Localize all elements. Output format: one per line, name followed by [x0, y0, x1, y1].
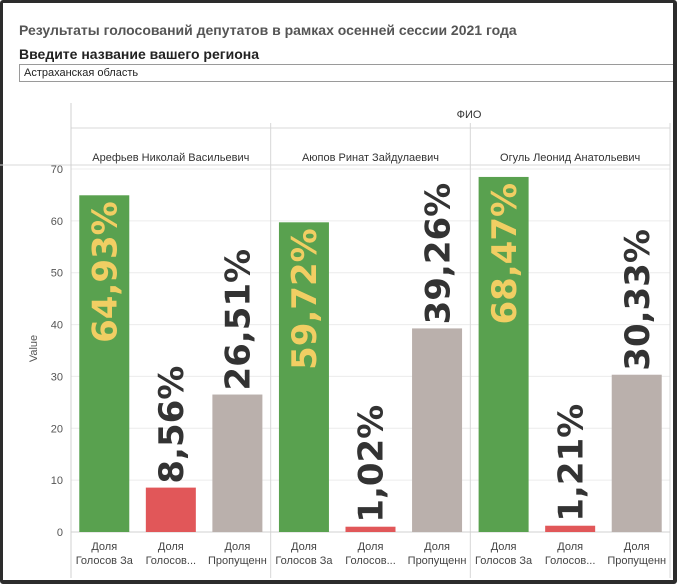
- x-category-label-panel2-3-line2: Пропущенн: [408, 555, 467, 567]
- data-label-panel1-3: 26,51%: [219, 249, 259, 391]
- y-tick-label-3: 30: [51, 371, 63, 383]
- y-tick-label-1: 10: [51, 475, 63, 487]
- bar-panel2-2: [345, 526, 396, 532]
- data-label-panel1-1: 64,93%: [86, 201, 126, 343]
- x-category-label-panel1-3-line2: Пропущенн: [208, 555, 267, 567]
- x-category-label-panel3-2-line2: Голосов...: [545, 555, 596, 567]
- data-label-panel3-3: 30,33%: [618, 229, 658, 371]
- x-category-label-panel1-1-line1: Доля: [91, 541, 117, 553]
- data-label-panel1-2: 8,56%: [152, 366, 192, 484]
- x-category-label-panel2-1-line1: Доля: [291, 541, 317, 553]
- dashboard-title: Результаты голосований депутатов в рамка…: [19, 22, 517, 38]
- bar-panel1-2: [145, 487, 196, 532]
- bar-panel3-1: [478, 176, 529, 532]
- x-category-label-panel3-2-line1: Доля: [557, 541, 583, 553]
- panel-header-3: Огуль Леонид Анатольевич: [500, 152, 640, 164]
- y-tick-label-7: 70: [51, 164, 63, 176]
- y-axis-label: Value: [28, 335, 40, 362]
- region-filter-input[interactable]: Астраханская область: [19, 64, 673, 82]
- y-tick-label-4: 40: [51, 320, 63, 332]
- data-label-panel3-2: 1,21%: [551, 404, 591, 522]
- x-category-label-panel2-1-line2: Голосов За: [275, 555, 333, 567]
- bar-panel2-3: [412, 328, 463, 532]
- bar-panel1-1: [79, 195, 130, 532]
- x-category-label-panel3-3-line2: Пропущенн: [607, 555, 666, 567]
- data-label-panel2-3: 39,26%: [418, 183, 458, 325]
- x-category-label-panel2-3-line1: Доля: [424, 541, 450, 553]
- x-category-label-panel1-3-line1: Доля: [224, 541, 250, 553]
- column-header-fio: ФИО: [457, 109, 482, 121]
- bar-panel1-3: [212, 394, 263, 532]
- x-category-label-panel1-2-line1: Доля: [158, 541, 184, 553]
- bar-panel3-3: [611, 374, 662, 532]
- bar-panel2-1: [278, 222, 329, 532]
- y-tick-label-2: 20: [51, 423, 63, 435]
- data-label-panel3-1: 68,47%: [485, 183, 525, 325]
- x-category-label-panel3-1-line2: Голосов За: [475, 555, 533, 567]
- y-tick-label-5: 50: [51, 268, 63, 280]
- data-label-panel2-1: 59,72%: [285, 228, 325, 370]
- y-tick-label-6: 60: [51, 216, 63, 228]
- x-category-label-panel2-2-line2: Голосов...: [345, 555, 396, 567]
- bar-panel3-2: [545, 525, 596, 532]
- panel-header-1: Арефьев Николай Васильевич: [92, 152, 249, 164]
- panel-header-2: Аюпов Ринат Зайдулаевич: [302, 152, 439, 164]
- x-category-label-panel3-3-line1: Доля: [624, 541, 650, 553]
- x-category-label-panel1-2-line2: Голосов...: [146, 555, 197, 567]
- region-filter-label: Введите название вашего региона: [19, 46, 259, 62]
- data-label-panel2-2: 1,02%: [352, 405, 392, 523]
- y-tick-label-0: 0: [57, 527, 63, 539]
- x-category-label-panel1-1-line2: Голосов За: [76, 555, 134, 567]
- x-category-label-panel2-2-line1: Доля: [358, 541, 384, 553]
- x-category-label-panel3-1-line1: Доля: [491, 541, 517, 553]
